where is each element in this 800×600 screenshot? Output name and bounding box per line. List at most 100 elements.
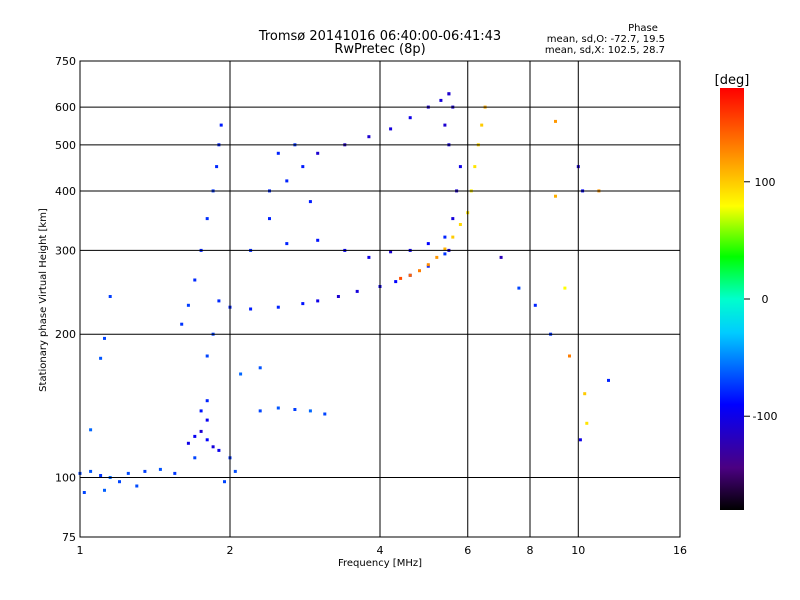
data-point bbox=[389, 127, 393, 131]
data-point bbox=[285, 242, 289, 246]
data-point bbox=[316, 151, 320, 155]
data-point bbox=[205, 354, 209, 358]
data-point bbox=[258, 409, 262, 413]
data-point bbox=[186, 303, 190, 307]
data-point bbox=[268, 217, 271, 221]
data-point bbox=[293, 408, 297, 411]
data-point bbox=[143, 469, 147, 473]
data-point bbox=[233, 469, 237, 473]
phase-stats-x: mean, sd,X: 102.5, 28.7 bbox=[545, 45, 665, 56]
y-tick-label: 400 bbox=[55, 185, 76, 198]
data-point bbox=[336, 295, 340, 298]
x-tick-label: 10 bbox=[571, 544, 585, 557]
phase-stats-o: mean, sd,O: -72.7, 19.5 bbox=[547, 34, 665, 45]
data-point bbox=[554, 194, 557, 198]
data-point bbox=[367, 135, 371, 139]
data-point bbox=[285, 179, 289, 183]
x-tick-label: 16 bbox=[673, 544, 687, 557]
data-point bbox=[217, 299, 221, 303]
y-tick-label: 600 bbox=[55, 101, 76, 114]
x-axis-ticks: 1 2 4 6 8 10 16 bbox=[77, 544, 688, 557]
data-point bbox=[585, 421, 589, 425]
x-tick-label: 1 bbox=[77, 544, 84, 557]
data-point bbox=[135, 484, 139, 488]
data-point bbox=[473, 165, 477, 169]
data-point bbox=[316, 238, 320, 242]
colorbar-tick-label: -100 bbox=[753, 410, 778, 423]
data-point bbox=[301, 165, 305, 169]
data-point bbox=[308, 409, 312, 413]
y-tick-label: 500 bbox=[55, 139, 76, 152]
data-point bbox=[447, 92, 451, 96]
y-axis-label: Stationary phase Virtual Height [km] bbox=[38, 208, 49, 392]
data-point bbox=[458, 165, 462, 169]
data-point bbox=[205, 418, 209, 422]
data-point bbox=[563, 286, 567, 290]
data-point bbox=[180, 322, 184, 326]
data-point bbox=[316, 299, 320, 303]
data-point bbox=[276, 151, 280, 155]
grid-lines bbox=[80, 61, 680, 537]
data-point bbox=[276, 305, 280, 309]
data-point bbox=[389, 250, 393, 254]
y-tick-label: 75 bbox=[62, 531, 76, 544]
data-point bbox=[108, 295, 112, 298]
data-point bbox=[89, 428, 93, 432]
x-tick-label: 4 bbox=[377, 544, 384, 557]
data-point bbox=[517, 286, 521, 290]
phase-header: Phase bbox=[628, 23, 658, 34]
y-axis-ticks: 75 100 200 300 400 500 600 750 bbox=[55, 55, 76, 544]
data-point bbox=[443, 235, 447, 239]
data-point bbox=[443, 252, 447, 256]
data-point bbox=[82, 491, 86, 494]
data-point bbox=[103, 488, 106, 492]
data-point bbox=[458, 223, 462, 226]
data-point bbox=[99, 356, 103, 360]
data-point bbox=[408, 273, 412, 277]
data-point bbox=[211, 445, 215, 449]
data-point bbox=[583, 392, 587, 396]
data-point bbox=[173, 471, 177, 475]
data-point bbox=[223, 480, 226, 484]
data-point bbox=[578, 438, 582, 442]
data-point bbox=[205, 399, 209, 403]
colorbar bbox=[720, 88, 744, 510]
data-point bbox=[258, 366, 262, 370]
data-point bbox=[435, 255, 439, 259]
data-point bbox=[323, 412, 327, 416]
data-point bbox=[215, 165, 219, 169]
data-point bbox=[443, 123, 447, 127]
data-point bbox=[426, 263, 430, 267]
x-axis-label: Frequency [MHz] bbox=[338, 558, 422, 569]
data-point bbox=[499, 255, 503, 259]
data-point bbox=[480, 123, 484, 127]
data-point bbox=[89, 469, 93, 473]
data-point bbox=[126, 471, 130, 475]
y-tick-label: 200 bbox=[55, 328, 76, 341]
colorbar-tick-label: 0 bbox=[762, 293, 769, 306]
colorbar-label: [deg] bbox=[715, 73, 750, 88]
data-point bbox=[451, 235, 455, 239]
data-point bbox=[443, 247, 447, 251]
data-point bbox=[118, 480, 121, 484]
y-tick-label: 300 bbox=[55, 244, 76, 257]
plot-frame bbox=[79, 60, 681, 538]
data-point bbox=[451, 217, 455, 221]
colorbar-tick-label: 100 bbox=[755, 176, 776, 189]
data-point bbox=[408, 116, 412, 120]
data-point bbox=[239, 372, 243, 376]
y-tick-label: 750 bbox=[55, 55, 76, 68]
data-point bbox=[276, 406, 280, 410]
data-point bbox=[367, 255, 371, 259]
data-point bbox=[193, 278, 197, 282]
data-point bbox=[199, 429, 203, 433]
data-point bbox=[219, 123, 223, 127]
data-point bbox=[99, 474, 103, 477]
x-tick-label: 8 bbox=[527, 544, 534, 557]
data-point bbox=[607, 378, 610, 382]
data-point bbox=[249, 307, 253, 311]
data-point bbox=[568, 354, 571, 358]
y-tick-label: 100 bbox=[55, 472, 76, 485]
data-point bbox=[533, 303, 537, 307]
